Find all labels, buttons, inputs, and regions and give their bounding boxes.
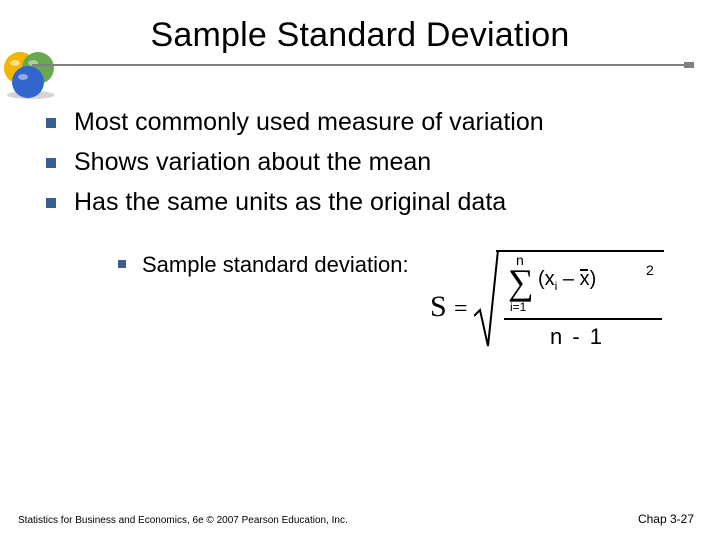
list-item-text: Most commonly used measure of variation	[74, 106, 544, 140]
bullet-icon	[46, 158, 56, 168]
list-item: Has the same units as the original data	[46, 186, 690, 220]
list-item: Most commonly used measure of variation	[46, 106, 690, 140]
footer-copyright: Statistics for Business and Economics, 6…	[18, 515, 348, 526]
logo-circle-blue	[12, 66, 44, 98]
title-underline	[32, 64, 694, 66]
slide: Sample Standard Deviation Most commonly …	[0, 0, 720, 540]
formula-root-icon	[474, 250, 500, 348]
list-item-text: Shows variation about the mean	[74, 146, 431, 180]
bullet-icon	[46, 198, 56, 208]
slide-title: Sample Standard Deviation	[151, 16, 570, 54]
formula-equals: =	[454, 296, 468, 323]
sub-list-item: Sample standard deviation:	[118, 250, 409, 280]
title-row: Sample Standard Deviation	[0, 16, 720, 55]
sigma-icon: ∑	[508, 264, 534, 300]
bullet-icon	[46, 118, 56, 128]
xbar-overline	[580, 269, 588, 271]
formula-sum-lower: i=1	[510, 300, 526, 314]
formula: S = n ∑ i=1 (xi – x) 2 n - 1	[430, 232, 670, 354]
list-item-text: Has the same units as the original data	[74, 186, 506, 220]
bullet-list: Most commonly used measure of variation …	[46, 106, 690, 225]
formula-square: 2	[646, 262, 654, 278]
logo	[0, 50, 62, 100]
bullet-icon	[118, 260, 126, 268]
list-item: Shows variation about the mean	[46, 146, 690, 180]
formula-S: S	[430, 290, 447, 324]
footer-page: Chap 3-27	[638, 512, 694, 526]
sub-list-item-text: Sample standard deviation:	[142, 250, 409, 280]
formula-denominator: n - 1	[550, 324, 604, 350]
formula-term: (xi – x)	[538, 268, 596, 293]
formula-fraction-line	[504, 318, 662, 320]
